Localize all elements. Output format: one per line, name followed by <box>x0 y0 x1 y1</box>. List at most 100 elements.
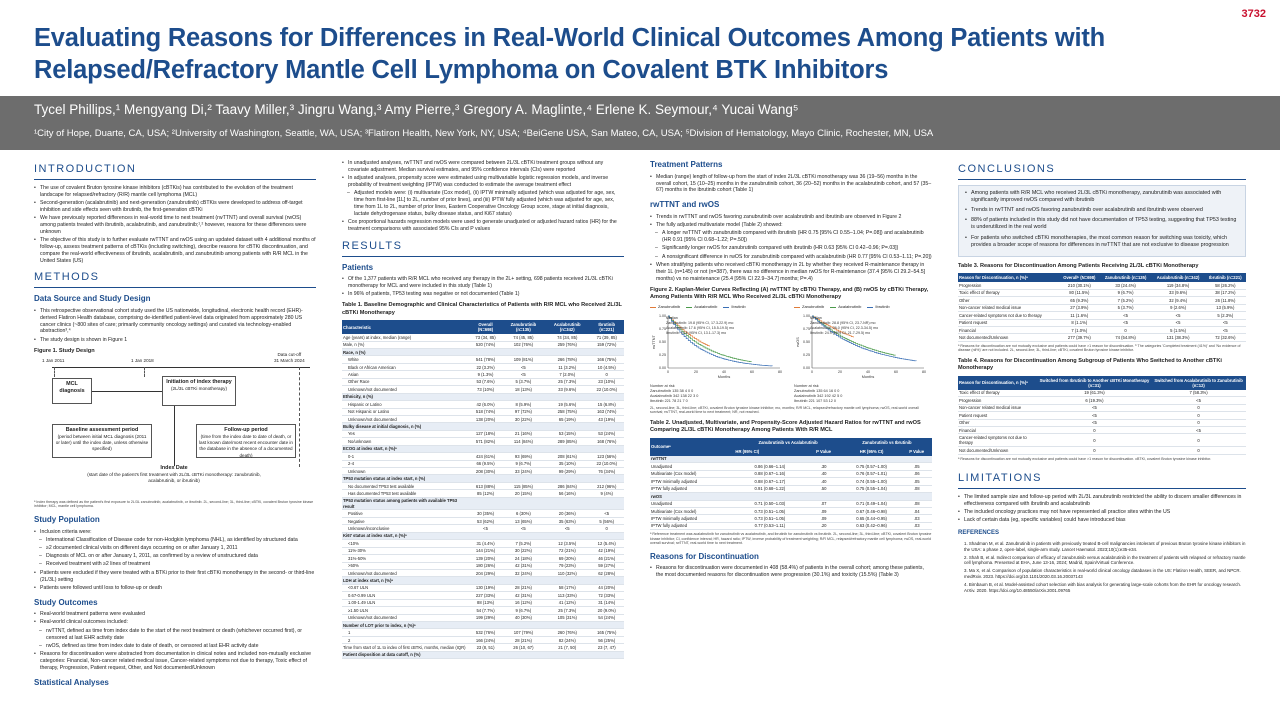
table-cell: Unadjusted <box>650 462 735 471</box>
table-cell: Unknown/not documented <box>342 614 470 623</box>
table-cell: 26 (11.8%) <box>1204 296 1246 305</box>
list-item: rwOS, defined as time from index date to… <box>34 643 316 650</box>
table-cell: 9 (1.3%) <box>469 370 502 379</box>
table-cell: Patient request <box>958 319 1059 328</box>
list-item: Trends in rwTTNT and rwOS favoring zanub… <box>965 207 1239 214</box>
legend-item: Ibrutinib <box>867 304 890 309</box>
table-cell: .04 <box>901 507 932 516</box>
x-tick-label: 0 <box>667 370 669 374</box>
table-cell: 0.88 (0.67–1.16) <box>734 470 806 479</box>
column-2: In unadjusted analyses, rwTTNT and rwOS … <box>342 160 624 720</box>
table-cell: 166 (75%) <box>589 355 624 364</box>
table-cell: Not documented/Unknown <box>958 446 1038 455</box>
table-cell <box>545 348 590 357</box>
table-cell: 286 (84%) <box>545 482 590 491</box>
study-population-heading: Study Population <box>34 514 100 524</box>
table-cell: 21 (7, 50) <box>545 643 590 652</box>
table-cell: 159 (72%) <box>589 341 624 350</box>
table-header: Switched from Ibrutinib to Another cBTKi… <box>1037 375 1152 390</box>
arrow-mcl-index <box>92 391 162 392</box>
poster-number: 3732 <box>1241 8 1266 20</box>
table-row: Unknown/inconclusive <5 <5 <5 0 <box>342 524 624 533</box>
table-cell: 11%-30% <box>342 547 470 556</box>
list-item: Received treatment with ≥2 lines of trea… <box>34 561 316 568</box>
risk-row: Zanubrutinib 135 38 4 0 0 <box>650 388 694 393</box>
table-cell: Unknown/inconclusive <box>342 524 470 533</box>
table-cell: 258 (75%) <box>545 408 590 416</box>
t2-sub-hr2: HR (95% CI) <box>841 446 902 456</box>
table-cell: 2-4 <box>342 460 470 469</box>
list-item: In unadjusted analyses, rwTTNT and rwOS … <box>342 160 624 174</box>
table-row: Financial 0 <5 <box>958 426 1246 435</box>
table-cell: <5 <box>469 524 502 533</box>
follow-up-sub: (time from the index date to date of dea… <box>199 434 293 458</box>
table-cell <box>501 532 546 541</box>
table-cell: 28 (21%) <box>501 636 546 645</box>
table-cell <box>469 445 502 454</box>
table-cell: 0.88 (0.67–1.17) <box>734 477 806 486</box>
table-2-body: rwTTNT Unadjusted 0.86 (0.66–1.14) .30 0.75 … <box>650 455 932 531</box>
table-cell: <5 <box>1037 404 1152 413</box>
table-row: Age (years) at index, median (range) 73 (… <box>342 334 624 342</box>
table-row: Unadjusted 0.71 (0.50–1.03) .07 0.71 (0.49–… <box>650 500 932 508</box>
table-row: Ethnicity, n (%) <box>342 393 624 402</box>
references-list: 1. Shadman M, et al. Zanubrutinib in pat… <box>958 541 1246 594</box>
table-cell: 54 (24%) <box>589 614 624 623</box>
list-item: Among patients with R/R MCL who received… <box>965 190 1239 204</box>
list-item: Significantly longer rwOS for zanubrutin… <box>650 245 932 252</box>
table-row: Yes 127 (18%) 21 (16%) 53 (15%) 53 (24%) <box>342 430 624 439</box>
table-cell: Negative <box>342 517 470 526</box>
table-cell: 42 (31%) <box>501 591 546 600</box>
table-cell: <5 <box>501 363 546 372</box>
table-cell: 227 (33%) <box>469 591 502 600</box>
table-cell: 46 (21%) <box>589 554 624 563</box>
table-cell <box>501 348 546 357</box>
table-cell: 99 (29%) <box>545 467 590 476</box>
data-source-list: This retrospective observational cohort … <box>34 308 316 344</box>
table-cell: <5 <box>1204 319 1246 328</box>
table-cell: <0.67 ULN <box>342 584 470 593</box>
table-cell: <5 <box>1037 411 1152 420</box>
table-cell: 0.63 (0.42–0.96) <box>841 522 902 531</box>
table-cell: 56 (25%) <box>589 636 624 645</box>
table-cell: 71 (39, 85) <box>589 334 624 342</box>
table-cell <box>805 455 842 464</box>
table-cell: .09 <box>805 507 842 516</box>
figure-1-note: ᵃ Index therapy was defined as the patie… <box>34 500 314 509</box>
table-cell: .06 <box>901 470 932 479</box>
list-item: The use of covalent Bruton tyrosine kina… <box>34 185 316 199</box>
table-cell: 109 (81%) <box>501 355 546 364</box>
table-cell: 19 (61.3%) <box>1037 389 1152 398</box>
table-cell: 82 (24%) <box>545 636 590 645</box>
data-cutoff-label: Data cut-off <box>277 352 302 357</box>
table-cell: 0 <box>1037 446 1152 455</box>
table-cell: 15 (6.8%) <box>589 400 624 409</box>
figure-1-caption: Figure 1. Study Design <box>34 347 95 354</box>
table-cell <box>841 455 902 464</box>
table-row: ≥1.50 ULN 54 (7.7%) 9 (6.7%) 25 (7.3%) 20 (9… <box>342 606 624 615</box>
table-cell: 53 (62%) <box>469 517 502 526</box>
table-cell: No/unknown <box>342 437 470 446</box>
table-cell: 131 (38.3%) <box>1151 333 1205 342</box>
table-cell: .08 <box>901 485 932 494</box>
table-cell <box>545 532 590 541</box>
table-cell: 0.91 (0.68–1.22) <box>734 485 806 494</box>
date-start: 1 Jan 2011 <box>42 358 65 363</box>
table-cell: 8 (5.9%) <box>501 400 546 409</box>
table-cell: 0.67-0.99 ULN <box>342 591 470 600</box>
table-cell: Yes <box>342 430 470 439</box>
y-axis-label: rwTTNT <box>652 334 656 348</box>
table-cell: Male, n (%) <box>342 341 470 350</box>
limitations-list: The limited sample size and follow-up pe… <box>958 494 1246 524</box>
rw-sublist: A longer rwTTNT with zanubrutinib compar… <box>650 230 932 260</box>
table-cell: 0 <box>1151 446 1246 455</box>
statistical-analyses-heading: Statistical Analyses <box>34 677 109 687</box>
table-cell: 24 (18%) <box>501 554 546 563</box>
table-cell: 119 (34.8%) <box>1151 282 1205 290</box>
list-item: 4. Birnbaum B, et al. Model-assisted coh… <box>964 582 1241 593</box>
rw-list: Trends in rwTTNT and rwOS favoring zanub… <box>650 214 932 229</box>
table-cell <box>469 422 502 431</box>
table-cell: Unknown/not documented <box>342 385 470 394</box>
table-cell: 21 (16%) <box>501 430 546 439</box>
table-cell: 7 (5.2%) <box>1099 296 1152 305</box>
